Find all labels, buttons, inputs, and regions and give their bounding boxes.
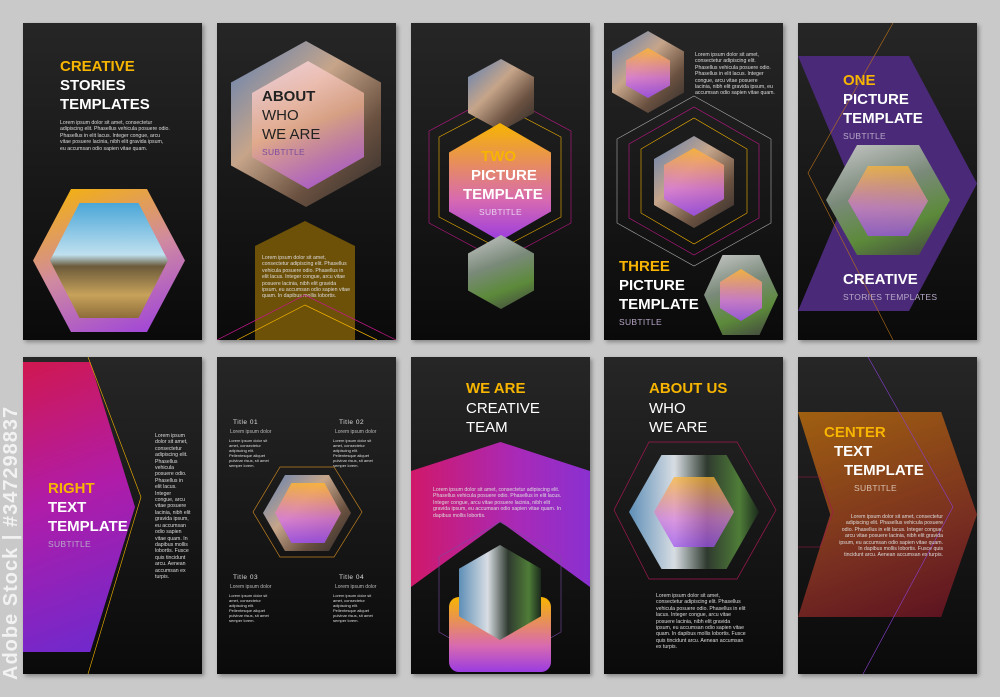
hexagon-title-panel [449, 123, 551, 241]
title-04: Title 04 [339, 574, 365, 581]
diagonal-line [87, 357, 142, 674]
title-line-3: TEMPLATE [843, 110, 923, 127]
body-text: Lorem ipsum dolor sit amet, consectetur … [262, 255, 350, 300]
body-text: Lorem ipsum dolor sit amet, consectetur … [695, 52, 775, 97]
subtitle-02: Lorem ipsum dolor [335, 429, 377, 435]
text-panel [255, 221, 355, 340]
building-photo [468, 59, 534, 131]
subtitle-2: STORIES TEMPLATES [843, 292, 938, 302]
subtitle: SUBTITLE [262, 147, 306, 157]
title-line-3: TEMPLATES [60, 96, 150, 113]
subtitle: SUBTITLE [843, 131, 887, 141]
title-line-1: ABOUT [262, 88, 316, 105]
subtitle-03: Lorem ipsum dolor [230, 584, 272, 590]
subtitle-04: Lorem ipsum dolor [335, 584, 377, 590]
title-line-1: CENTER [824, 424, 886, 441]
hexagon-outline [613, 441, 777, 580]
title-line-2: WHO [649, 400, 686, 417]
body-04: Lorem ipsum dolor sit amet, consectetur … [333, 593, 373, 623]
decor-lines [798, 357, 954, 674]
title-line-1: WE ARE [466, 380, 526, 397]
title-line-3: TEMPLATE [48, 518, 128, 535]
subtitle: SUBTITLE [854, 483, 898, 493]
body-text: Lorem ipsum dolor sit amet, consectetur … [60, 120, 170, 152]
title-line-3: TEMPLATE [619, 296, 699, 313]
title-line-3: TEAM [466, 419, 508, 436]
diagonal-line [807, 23, 894, 340]
title-line-2: TEXT [834, 443, 873, 460]
body-02: Lorem ipsum dolor sit amet, consectetur … [333, 438, 373, 468]
photo-overlay [275, 483, 341, 543]
template-four-titles[interactable]: Title 01 Lorem ipsum dolor Lorem ipsum d… [217, 357, 396, 674]
title-line-2: STORIES [60, 77, 126, 94]
title-03: Title 03 [233, 574, 259, 581]
title-line-2: PICTURE [619, 277, 685, 294]
title-line-3: TEMPLATE [463, 186, 543, 203]
template-we-are-creative-team[interactable]: WE ARE CREATIVE TEAM Lorem ipsum dolor s… [411, 357, 590, 674]
template-about-us[interactable]: ABOUT US WHO WE ARE Lorem ipsum dolor si… [604, 357, 783, 674]
template-about-who-we-are[interactable]: ABOUT WHO WE ARE SUBTITLE Lorem ipsum do… [217, 23, 396, 340]
template-three-picture[interactable]: Lorem ipsum dolor sit amet, consectetur … [604, 23, 783, 340]
subtitle: SUBTITLE [619, 317, 663, 327]
template-center-text[interactable]: CENTER TEXT TEMPLATE SUBTITLE Lorem ipsu… [798, 357, 977, 674]
title-02: Title 02 [339, 419, 365, 426]
title-line-3: TEMPLATE [844, 462, 924, 479]
hexagon-outline [252, 466, 363, 558]
title-line-1: TWO [481, 148, 516, 165]
body-text: Lorem ipsum dolor sit amet, consectetur … [839, 514, 943, 559]
template-right-text[interactable]: RIGHT TEXT TEMPLATE SUBTITLE Lorem ipsum… [23, 357, 202, 674]
title-line-1: CREATIVE [60, 58, 135, 75]
hexagon-outlines [616, 95, 772, 267]
body-text: Lorem ipsum dolor sit amet, consectetur … [433, 487, 562, 519]
template-one-picture[interactable]: ONE PICTURE TEMPLATE SUBTITLE CREATIVE S… [798, 23, 977, 340]
title-line-1: ONE [843, 72, 876, 89]
title-line-1: THREE [619, 258, 670, 275]
title-line-3: WE ARE [262, 126, 321, 143]
subtitle-01: Lorem ipsum dolor [230, 429, 272, 435]
title-line-2: CREATIVE [466, 400, 540, 417]
title-line-1: ABOUT US [649, 380, 728, 397]
title-line-2: TEXT [48, 499, 87, 516]
body-01: Lorem ipsum dolor sit amet, consectetur … [229, 438, 269, 468]
subtitle: SUBTITLE [479, 207, 523, 217]
title-line-3: WE ARE [649, 419, 708, 436]
body-03: Lorem ipsum dolor sit amet, consectetur … [229, 593, 269, 623]
title-line-1: RIGHT [48, 480, 95, 497]
body-text: Lorem ipsum dolor sit amet, consectetur … [656, 593, 746, 651]
template-creative-stories[interactable]: CREATIVE STORIES TEMPLATES Lorem ipsum d… [23, 23, 202, 340]
body-text: Lorem ipsum dolor sit amet, consectetur … [155, 433, 191, 580]
title-line-2: WHO [262, 107, 299, 124]
subtitle: SUBTITLE [48, 539, 92, 549]
title-line-2: PICTURE [471, 167, 537, 184]
title-01: Title 01 [233, 419, 259, 426]
chevron-lines [217, 294, 396, 340]
title-line-2: PICTURE [843, 91, 909, 108]
title-line-4: CREATIVE [843, 271, 918, 288]
adobe-stock-watermark: Adobe Stock | #347298837 [0, 405, 22, 680]
template-two-picture[interactable]: TWO PICTURE TEMPLATE SUBTITLE [411, 23, 590, 340]
